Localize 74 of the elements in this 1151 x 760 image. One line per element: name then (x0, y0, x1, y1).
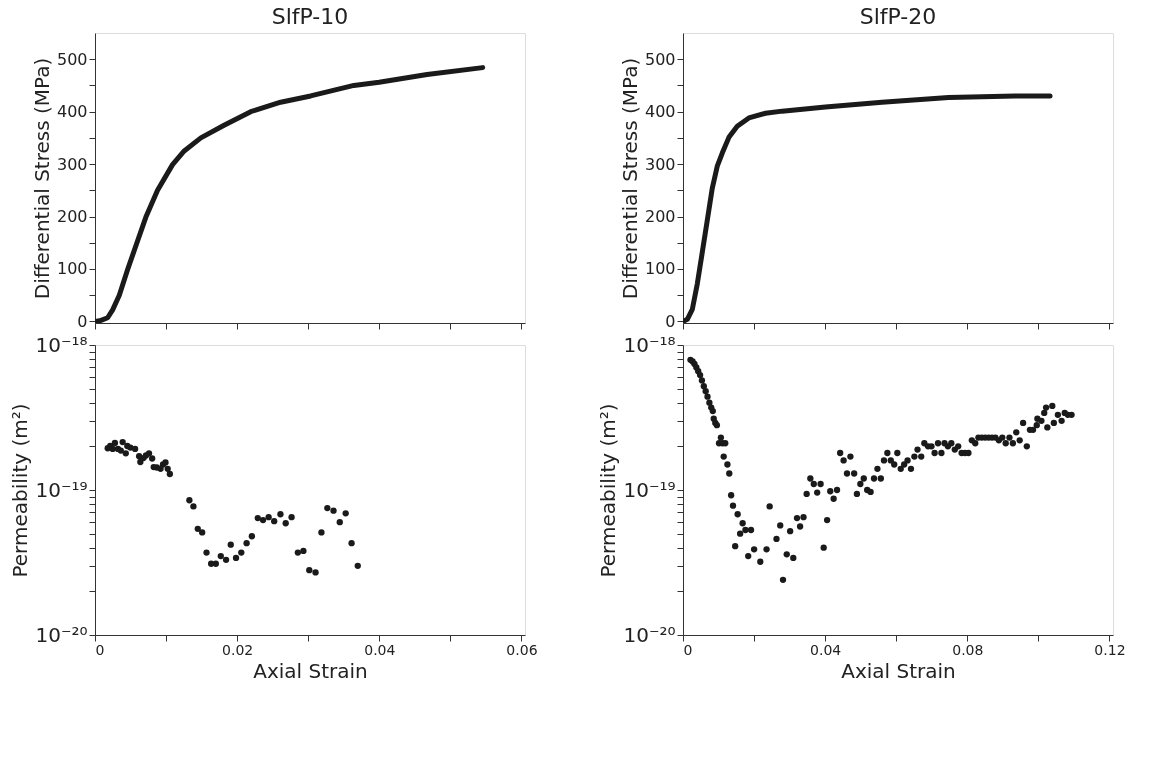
y-axis-title: Permeability (m²) (596, 403, 621, 578)
y-tick-label: 200 (644, 207, 676, 227)
point (294, 549, 302, 556)
y-tick-label: 300 (644, 154, 676, 174)
x-tick-label: 0 (95, 641, 105, 658)
point (348, 539, 355, 547)
point (342, 510, 349, 517)
y-tick-label: 400 (644, 102, 676, 122)
point (243, 539, 250, 547)
point (194, 525, 201, 532)
point (122, 450, 129, 457)
y-tick-label: 0 (665, 311, 676, 331)
point (265, 513, 272, 521)
x-axis-title: Axial Strain (841, 658, 956, 683)
point (330, 507, 337, 514)
point (248, 533, 256, 540)
y-axis-title: Differential Stress (MPa) (29, 57, 54, 300)
point (222, 556, 230, 563)
y-tick-label: 10⁻¹⁹ (35, 477, 88, 502)
point (217, 552, 224, 560)
point (318, 529, 325, 536)
point (227, 541, 234, 548)
x-tick-label: 0.04 (810, 641, 842, 658)
point (238, 549, 245, 556)
point (111, 439, 119, 447)
y-axis-title: Permeability (m²) (8, 403, 33, 578)
point (212, 560, 219, 567)
point (119, 438, 126, 446)
y-tick-label: 100 (644, 259, 676, 279)
y-tick-label: 500 (644, 49, 676, 69)
point (259, 516, 267, 524)
y-tick-label: 400 (56, 102, 88, 122)
point (164, 465, 171, 472)
point (300, 547, 307, 555)
y-tick-label: 300 (56, 154, 88, 174)
x-tick-label: 0 (683, 641, 693, 658)
point (312, 569, 319, 576)
point (254, 514, 261, 522)
point (131, 445, 139, 453)
point (232, 554, 240, 562)
y-axis-title: Differential Stress (MPa) (617, 57, 642, 300)
point (306, 567, 313, 574)
y-tick-label: 100 (56, 259, 88, 279)
point (282, 520, 289, 527)
y-tick-label: 10⁻¹⁸ (623, 332, 676, 357)
y-tick-label: 10⁻¹⁹ (623, 477, 676, 502)
chart-title: SlfP-20 (859, 4, 937, 29)
chart-title: SlfP-10 (271, 4, 349, 29)
point (190, 503, 197, 510)
point (148, 455, 156, 462)
x-axis-title: Axial Strain (253, 658, 368, 683)
y-tick-label: 10⁻²⁰ (623, 622, 676, 647)
y-tick-label: 200 (56, 207, 88, 227)
point (277, 511, 284, 518)
point (207, 560, 215, 567)
x-tick-label: 0.04 (364, 641, 396, 658)
x-tick-label: 0.08 (952, 641, 984, 658)
point (199, 529, 206, 536)
x-tick-label: 0.02 (222, 641, 254, 658)
y-tick-label: 500 (56, 49, 88, 69)
point (166, 470, 173, 478)
y-tick-label: 10⁻¹⁸ (35, 332, 88, 357)
y-tick-label: 0 (77, 311, 88, 331)
point (186, 497, 193, 504)
point (354, 562, 361, 569)
y-tick-label: 10⁻²⁰ (35, 622, 88, 647)
point (336, 519, 343, 526)
point (288, 513, 295, 521)
point (203, 549, 210, 556)
point (324, 504, 331, 512)
point (137, 458, 144, 466)
x-tick-label: 0.12 (1094, 641, 1126, 658)
point (271, 517, 278, 525)
x-tick-label: 0.06 (506, 641, 538, 658)
